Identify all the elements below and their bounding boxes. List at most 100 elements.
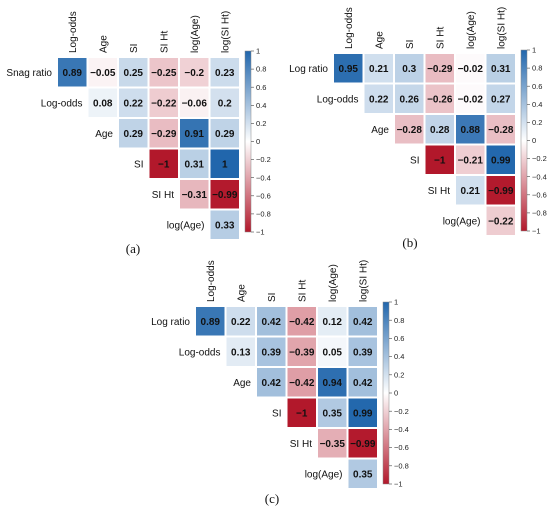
colorbar-tick-label: −0.6 xyxy=(394,443,409,452)
heatmap-value-label: 0.88 xyxy=(461,125,481,136)
colorbar-tick-label: −0.8 xyxy=(394,461,409,470)
row-label: log(Age) xyxy=(305,469,343,480)
heatmap-value-label: 0.94 xyxy=(323,378,343,389)
column-label: log(Age) xyxy=(466,11,477,49)
heatmap-value-label: −0.2 xyxy=(184,68,204,79)
heatmap-cell xyxy=(363,83,394,114)
column-label: SI Ht xyxy=(435,27,446,49)
heatmap-panel-1: 0.89 −0.05 0.25 −0.25 −0.2 0.230.08 0.22 −0.22−… xyxy=(6,11,270,256)
heatmap-value-label: −0.02 xyxy=(458,64,484,75)
colorbar-tick-label: 0 xyxy=(394,389,398,398)
heatmap-value-label: 0.33 xyxy=(215,220,235,231)
heatmap-value-label: −0.25 xyxy=(151,68,177,79)
heatmap-value-label: −0.39 xyxy=(289,347,315,358)
heatmap-value-label: −0.21 xyxy=(458,155,484,166)
heatmap-value-label: −0.26 xyxy=(427,94,453,105)
heatmap-value-label: 0.22 xyxy=(124,98,144,109)
heatmap-value-label: 0.29 xyxy=(215,129,235,140)
heatmap-cell xyxy=(118,57,149,88)
heatmap-value-label: 0.27 xyxy=(491,94,511,105)
heatmap-cell xyxy=(333,53,364,84)
heatmap-cell xyxy=(57,57,88,88)
heatmap-cell xyxy=(424,83,455,114)
heatmap-value-label: −0.99 xyxy=(350,439,376,450)
colorbar-tick-label: −0.6 xyxy=(256,191,271,200)
heatmap-cell xyxy=(317,367,348,398)
heatmap-cell xyxy=(347,458,378,489)
heatmap-value-label: −0.05 xyxy=(90,68,116,79)
panel-label: (a) xyxy=(126,241,140,256)
heatmap-value-label: 0.39 xyxy=(353,347,373,358)
heatmap-cell xyxy=(209,87,240,118)
heatmap-cell xyxy=(455,114,486,145)
heatmap-cell xyxy=(485,205,516,236)
heatmap-cell xyxy=(286,397,317,428)
heatmap-cell xyxy=(485,114,516,145)
heatmap-value-label: 0.12 xyxy=(323,317,343,328)
heatmap-cell xyxy=(317,428,348,459)
heatmap-cell xyxy=(317,397,348,428)
column-label: log(SI Ht) xyxy=(358,260,369,302)
heatmap-value-label: 1 xyxy=(222,159,228,170)
heatmap-cell xyxy=(394,83,425,114)
heatmap-value-label: −1 xyxy=(296,408,308,419)
colorbar xyxy=(382,301,390,485)
heatmap-value-label: 0.42 xyxy=(353,317,373,328)
column-label: log(Age) xyxy=(328,264,339,302)
heatmap-cell xyxy=(485,175,516,206)
column-label: Age xyxy=(374,31,385,49)
column-label: Age xyxy=(98,35,109,53)
row-label: Log-odds xyxy=(179,347,221,358)
colorbar-tick-label: −0.8 xyxy=(256,210,271,219)
colorbar-tick-label: −0.4 xyxy=(394,425,409,434)
colorbar-tick-label: −0.4 xyxy=(532,172,547,181)
colorbar-tick-label: −0.2 xyxy=(256,155,271,164)
heatmap-value-label: 0.23 xyxy=(215,68,235,79)
heatmap-cell xyxy=(209,209,240,240)
heatmap-panel-2: 0.95 0.21 0.3 −0.29 −0.02 0.310.22 0.26 −0.26 −0… xyxy=(289,7,547,250)
heatmap-cell xyxy=(118,87,149,118)
heatmap-value-label: 0.21 xyxy=(461,186,481,197)
row-label: Age xyxy=(233,378,251,389)
heatmap-value-label: −0.22 xyxy=(151,98,177,109)
heatmap-cell xyxy=(485,144,516,175)
heatmap-value-label: −0.29 xyxy=(151,129,177,140)
row-label: SI Ht xyxy=(290,439,312,450)
heatmap-cell xyxy=(394,114,425,145)
column-label: log(SI Ht) xyxy=(220,11,231,53)
heatmap-value-label: −0.06 xyxy=(182,98,208,109)
heatmap-cell xyxy=(394,53,425,84)
heatmap-cell xyxy=(179,148,210,179)
heatmap-cell xyxy=(286,306,317,337)
heatmap-cell xyxy=(424,53,455,84)
colorbar-tick-label: 1 xyxy=(394,298,398,307)
heatmap-value-label: −0.35 xyxy=(320,439,346,450)
heatmap-cell xyxy=(286,336,317,367)
row-label: SI xyxy=(410,155,419,166)
heatmap-panel-3: 0.89 0.22 0.42 −0.42 0.12 0.42 0.13 0.39 −0.39 0.… xyxy=(151,260,409,506)
heatmap-value-label: 0.21 xyxy=(369,64,389,75)
column-label: SI xyxy=(405,40,416,49)
colorbar-tick-label: 0.4 xyxy=(532,100,542,109)
column-label: log(Age) xyxy=(190,15,201,53)
row-label: Log-odds xyxy=(41,98,83,109)
heatmap-value-label: 0.22 xyxy=(231,317,251,328)
heatmap-value-label: −0.99 xyxy=(212,190,238,201)
heatmap-cell xyxy=(347,336,378,367)
heatmap-cell xyxy=(118,118,149,149)
column-label: log(SI Ht) xyxy=(496,7,507,49)
heatmap-value-label: 0.26 xyxy=(400,94,420,105)
heatmap-value-label: 0.89 xyxy=(201,317,221,328)
heatmap-cell xyxy=(209,179,240,210)
heatmap-value-label: 0.91 xyxy=(185,129,205,140)
heatmap-cell xyxy=(455,175,486,206)
heatmap-cell xyxy=(347,306,378,337)
heatmap-value-label: −1 xyxy=(158,159,170,170)
row-label: log(Age) xyxy=(167,220,205,231)
heatmap-value-label: 0.05 xyxy=(323,347,343,358)
heatmap-cell xyxy=(455,144,486,175)
row-label: SI xyxy=(134,159,143,170)
row-label: Age xyxy=(95,129,113,140)
heatmap-cell xyxy=(148,57,179,88)
